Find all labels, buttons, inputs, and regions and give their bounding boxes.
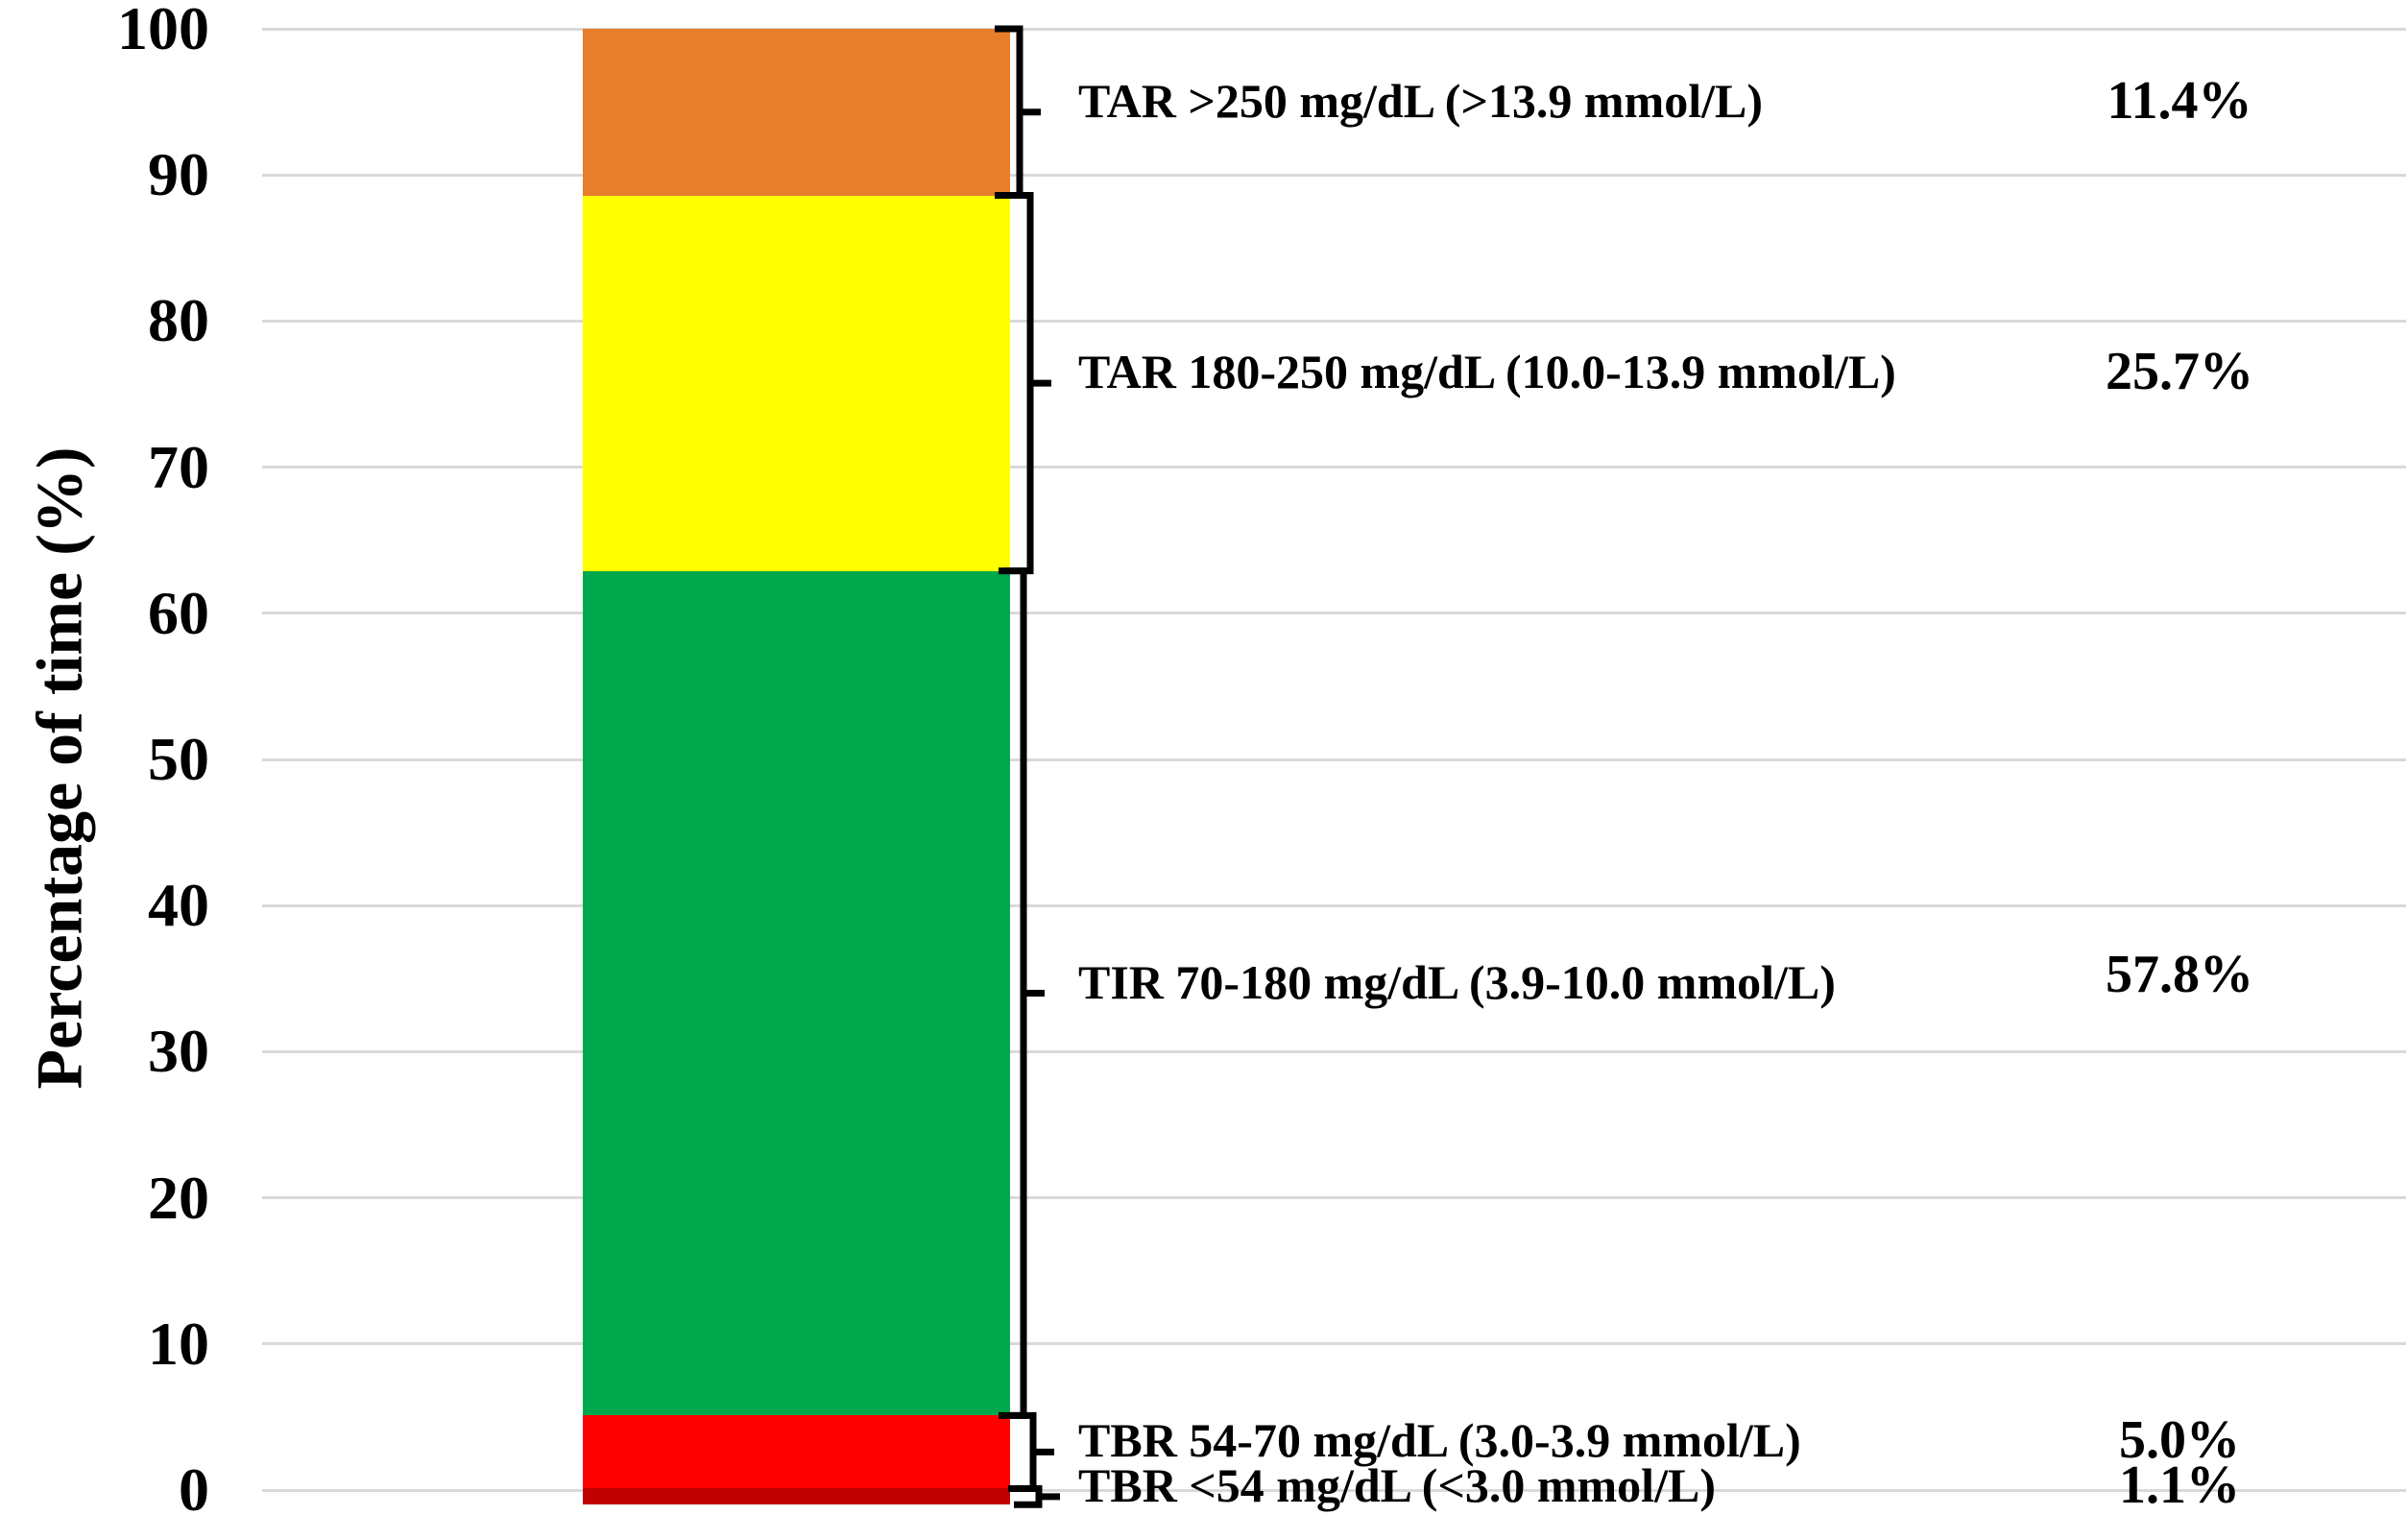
- y-tick-label-60: 60: [148, 578, 209, 647]
- gridline-50: [262, 758, 2406, 761]
- bar-segment-tar-over-250: [583, 29, 1010, 196]
- bar-segment-tbr-54-70: [583, 1415, 1010, 1489]
- gridline-10: [262, 1342, 2406, 1346]
- y-tick-label-50: 50: [148, 725, 209, 793]
- gridline-100: [262, 27, 2406, 31]
- gridline-60: [262, 612, 2406, 615]
- segment-label-tbr-54-70: TBR 54-70 mg/dL (3.0-3.9 mmol/L): [1078, 1413, 1801, 1468]
- bar-segment-tir-70-180: [583, 570, 1010, 1416]
- bracket-tir-70-180: [999, 567, 1045, 1419]
- bracket-tbr-54-70: [1008, 1411, 1054, 1492]
- segment-value-tar-over-250: 11.4%: [2107, 70, 2252, 131]
- segment-label-tar-180-250: TAR 180-250 mg/dL (10.0-13.9 mmol/L): [1078, 345, 1896, 399]
- bracket-tbr-under-54: [1014, 1484, 1060, 1508]
- segment-label-tbr-under-54: TBR <54 mg/dL (<3.0 mmol/L): [1078, 1457, 1716, 1512]
- segment-label-tar-over-250: TAR >250 mg/dL (>13.9 mmol/L): [1078, 73, 1764, 128]
- y-tick-label-70: 70: [148, 432, 209, 501]
- segment-value-tbr-54-70: 5.0%: [2119, 1410, 2240, 1471]
- y-tick-label-100: 100: [117, 0, 209, 62]
- gridline-20: [262, 1196, 2406, 1200]
- bracket-tar-180-250: [1005, 192, 1051, 575]
- bracket-tar-over-250: [995, 25, 1041, 200]
- y-tick-label-40: 40: [148, 871, 209, 940]
- gridline-30: [262, 1049, 2406, 1053]
- segment-value-tir-70-180: 57.8%: [2106, 944, 2253, 1004]
- gridline-40: [262, 903, 2406, 907]
- segment-value-tbr-under-54: 1.1%: [2119, 1455, 2240, 1515]
- bar-segment-tar-180-250: [583, 195, 1010, 571]
- y-tick-label-30: 30: [148, 1017, 209, 1086]
- y-tick-label-10: 10: [148, 1309, 209, 1378]
- y-tick-label-20: 20: [148, 1163, 209, 1232]
- gridline-90: [262, 173, 2406, 177]
- segment-label-tir-70-180: TIR 70-180 mg/dL (3.9-10.0 mmol/L): [1078, 954, 1836, 1009]
- y-tick-label-80: 80: [148, 286, 209, 355]
- bar-segment-tbr-under-54: [583, 1488, 1010, 1505]
- gridline-70: [262, 466, 2406, 469]
- segment-value-tar-180-250: 25.7%: [2106, 342, 2253, 402]
- y-tick-label-0: 0: [179, 1455, 209, 1515]
- gridline-0: [262, 1488, 2406, 1492]
- gridline-80: [262, 319, 2406, 323]
- y-tick-label-90: 90: [148, 140, 209, 209]
